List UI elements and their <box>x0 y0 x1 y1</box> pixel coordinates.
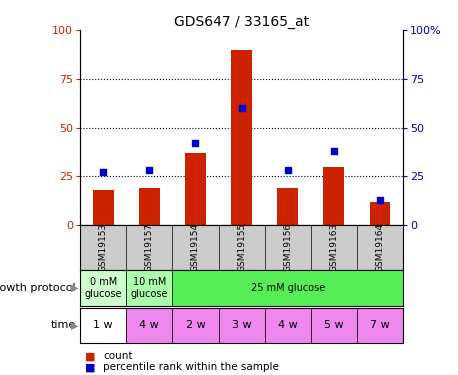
Bar <box>311 308 357 343</box>
Text: ▶: ▶ <box>71 320 79 330</box>
Point <box>192 140 199 146</box>
Text: 2 w: 2 w <box>185 320 205 330</box>
Text: GSM19163: GSM19163 <box>329 223 338 272</box>
Bar <box>126 308 172 343</box>
Text: 7 w: 7 w <box>370 320 390 330</box>
Text: ■: ■ <box>85 363 95 372</box>
Text: 0 mM
glucose: 0 mM glucose <box>84 277 122 298</box>
Bar <box>278 188 298 225</box>
Text: GSM19164: GSM19164 <box>376 223 384 272</box>
Bar <box>80 270 126 306</box>
Bar <box>172 270 403 306</box>
Bar <box>231 50 252 225</box>
Text: count: count <box>103 351 132 361</box>
Point <box>146 167 153 173</box>
Bar <box>93 190 114 225</box>
Text: 10 mM
glucose: 10 mM glucose <box>131 277 168 298</box>
Text: growth protocol: growth protocol <box>0 283 76 293</box>
Point <box>238 105 245 111</box>
Text: 4 w: 4 w <box>278 320 298 330</box>
Bar <box>323 166 344 225</box>
Text: percentile rank within the sample: percentile rank within the sample <box>103 363 279 372</box>
Text: 4 w: 4 w <box>140 320 159 330</box>
Bar <box>126 270 172 306</box>
Text: GSM19157: GSM19157 <box>145 223 154 272</box>
Text: GSM19155: GSM19155 <box>237 223 246 272</box>
Text: GSM19153: GSM19153 <box>99 223 108 272</box>
Bar <box>185 153 206 225</box>
Bar <box>357 308 403 343</box>
Point <box>99 170 107 176</box>
Text: 5 w: 5 w <box>324 320 344 330</box>
Text: ▶: ▶ <box>71 283 79 293</box>
Point <box>376 196 384 202</box>
Bar <box>370 202 390 225</box>
Title: GDS647 / 33165_at: GDS647 / 33165_at <box>174 15 309 29</box>
Text: 1 w: 1 w <box>93 320 113 330</box>
Text: 25 mM glucose: 25 mM glucose <box>251 283 325 293</box>
Bar <box>172 308 218 343</box>
Bar <box>80 308 126 343</box>
Point <box>330 148 338 154</box>
Text: time: time <box>50 320 76 330</box>
Bar <box>218 308 265 343</box>
Point <box>284 167 291 173</box>
Text: 3 w: 3 w <box>232 320 251 330</box>
Text: ■: ■ <box>85 351 95 361</box>
Text: GSM19156: GSM19156 <box>283 223 292 272</box>
Bar <box>139 188 160 225</box>
Bar <box>265 308 311 343</box>
Text: GSM19154: GSM19154 <box>191 223 200 272</box>
